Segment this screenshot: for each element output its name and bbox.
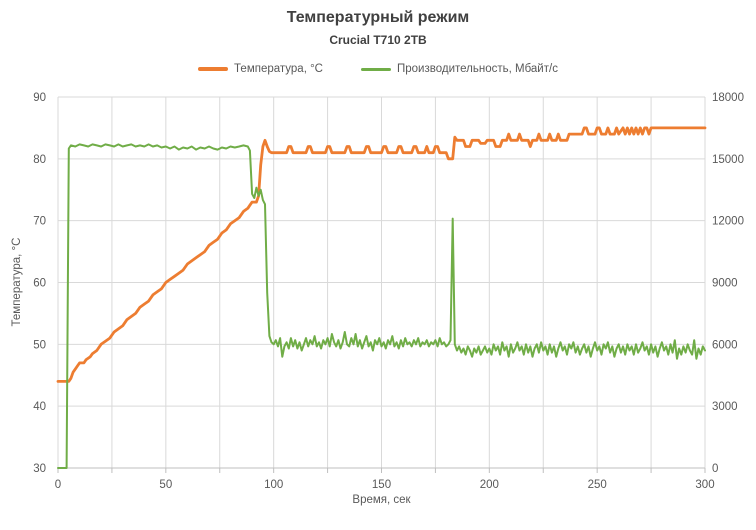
x-tick-label: 300: [695, 479, 714, 491]
chart-subtitle: Crucial T710 2TB: [329, 33, 427, 47]
y-right-tick-label: 0: [712, 463, 718, 475]
legend-item-temperature: Температура, °C: [198, 63, 323, 75]
y-right-tick-label: 18000: [712, 92, 744, 104]
y-left-tick-label: 80: [33, 154, 46, 166]
chart-title: Температурный режим: [286, 9, 470, 26]
y-right-tick-label: 3000: [712, 401, 738, 413]
y-left-tick-label: 70: [33, 216, 46, 228]
y-right-tick-label: 6000: [712, 339, 738, 351]
x-tick-label: 50: [159, 479, 172, 491]
x-tick-label: 250: [588, 479, 607, 491]
y-left-tick-label: 60: [33, 278, 46, 290]
legend-item-performance: Производительность, Мбайт/с: [361, 63, 558, 75]
temperature-line: [56, 126, 707, 383]
y-axis-right-labels: 18000 15000 12000 9000 6000 3000 0: [712, 92, 744, 475]
legend-label-performance: Производительность, Мбайт/с: [397, 63, 558, 75]
x-axis-ticks: [57, 468, 706, 473]
performance-line: [57, 143, 706, 469]
y-right-tick-label: 9000: [712, 278, 738, 290]
performance-line-swatch-icon: [361, 67, 391, 71]
legend-label-temperature: Температура, °C: [234, 63, 323, 75]
y-axis-left-labels: 90 80 70 60 50 40 30: [33, 92, 46, 475]
y-left-tick-label: 30: [33, 463, 46, 475]
x-tick-label: 100: [264, 479, 283, 491]
x-axis-title: Время, сек: [352, 494, 411, 506]
y-left-tick-label: 50: [33, 339, 46, 351]
y-left-tick-label: 40: [33, 401, 46, 413]
x-axis-labels: 0 50 100 150 200 250 300: [55, 479, 715, 491]
x-tick-label: 0: [55, 479, 61, 491]
y-right-tick-label: 12000: [712, 216, 744, 228]
temperature-line-swatch-icon: [198, 67, 229, 71]
y-left-tick-label: 90: [33, 92, 46, 104]
v-gridlines: [57, 97, 706, 468]
x-tick-label: 200: [480, 479, 499, 491]
legend: Температура, °C Производительность, Мбай…: [0, 63, 756, 75]
y-right-tick-label: 15000: [712, 154, 744, 166]
x-tick-label: 150: [372, 479, 391, 491]
